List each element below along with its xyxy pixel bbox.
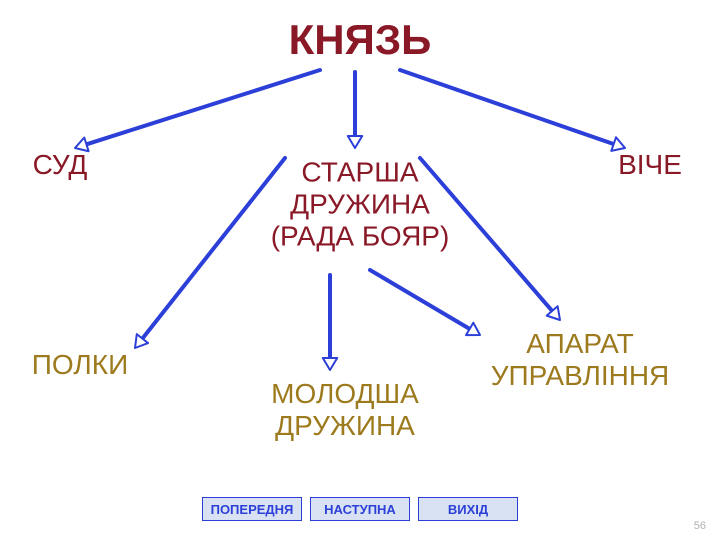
next-button[interactable]: НАСТУПНА <box>310 497 410 521</box>
arrows-layer <box>0 0 720 540</box>
node-polky: ПОЛКИ <box>32 349 128 381</box>
exit-button[interactable]: ВИХІД <box>418 497 518 521</box>
node-kniaz: КНЯЗЬ <box>289 16 432 64</box>
nav-bar: ПОПЕРЕДНЯ НАСТУПНА ВИХІД <box>0 497 720 521</box>
node-molodsha: МОЛОДША ДРУЖИНА <box>271 378 419 442</box>
node-sud: СУД <box>33 149 88 181</box>
prev-button[interactable]: ПОПЕРЕДНЯ <box>202 497 302 521</box>
page-number: 56 <box>694 520 706 532</box>
node-starsha: СТАРША ДРУЖИНА (РАДА БОЯР) <box>271 157 450 254</box>
node-viche: ВІЧЕ <box>618 149 682 181</box>
node-aparat: АПАРАТ УПРАВЛІННЯ <box>491 328 670 392</box>
diagram-stage: { "title": { "text": "КНЯЗЬ", "x": 360, … <box>0 0 720 540</box>
